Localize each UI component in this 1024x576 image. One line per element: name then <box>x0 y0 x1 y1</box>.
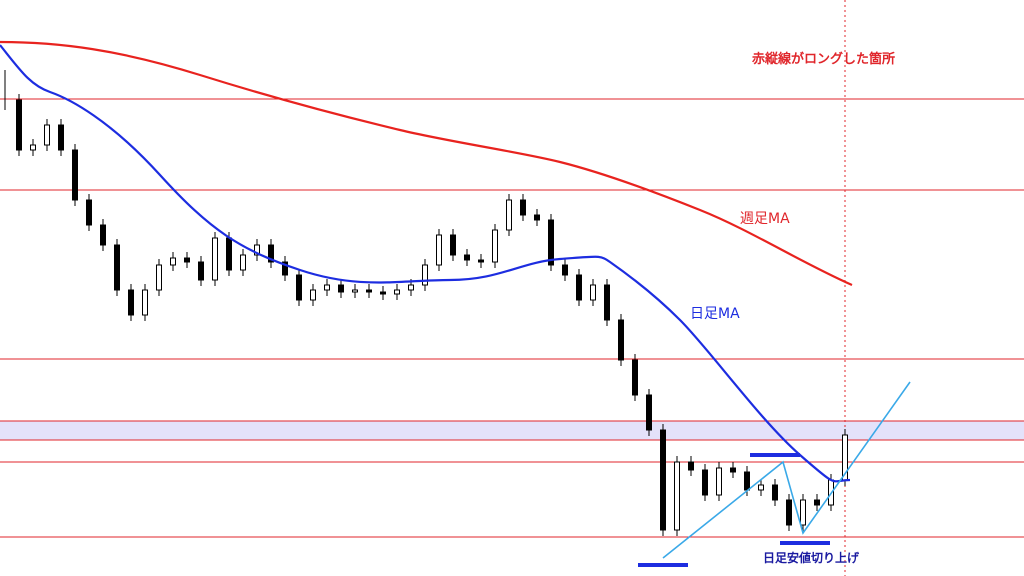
candle-body <box>492 229 498 263</box>
candle-body <box>72 149 78 201</box>
candle-body <box>674 461 680 531</box>
candle-body <box>156 264 162 291</box>
candle-body <box>142 289 148 316</box>
annotation: 日足安値切り上げ <box>763 550 860 565</box>
candle-body <box>618 319 624 361</box>
candle-body <box>394 289 400 295</box>
candle-body <box>660 429 666 531</box>
candle-body <box>534 214 540 221</box>
candle-body <box>352 289 358 293</box>
bullish-bodies <box>30 124 848 531</box>
candle-body <box>170 257 176 266</box>
candle-body <box>464 254 470 261</box>
candle-body <box>814 499 820 506</box>
candle-body <box>282 261 288 276</box>
candle-body <box>548 219 554 266</box>
candle-body <box>772 484 778 501</box>
candle-body <box>254 244 260 256</box>
candle-body <box>240 254 246 271</box>
candle-body <box>562 264 568 276</box>
trend-lines <box>662 381 911 559</box>
horizontal-lines <box>0 98 1024 538</box>
candles <box>4 70 848 536</box>
candle-body <box>44 124 50 146</box>
candle-body <box>744 471 750 491</box>
candle-body <box>86 199 92 226</box>
candle-body <box>604 284 610 321</box>
candle-body <box>366 289 372 293</box>
candle-body <box>100 224 106 246</box>
candle-body <box>380 291 386 295</box>
annotation: 日足MA <box>690 306 740 322</box>
candle-body <box>212 237 218 281</box>
candle-body <box>716 467 722 496</box>
candle-body <box>506 199 512 231</box>
candle-body <box>114 244 120 291</box>
candle-body <box>646 394 652 431</box>
candle-body <box>786 499 792 526</box>
candle-body <box>184 257 190 263</box>
candle-body <box>758 484 764 491</box>
weekly-ma-line <box>0 40 853 287</box>
candle-body <box>30 144 36 151</box>
candle-body <box>58 124 64 151</box>
candle-body <box>730 467 736 473</box>
candle-body <box>702 469 708 496</box>
candle-body <box>632 359 638 396</box>
annotation: 赤縦線がロングした箇所 <box>751 51 895 67</box>
bearish-bodies <box>16 99 820 531</box>
candle-body <box>520 199 526 216</box>
daily-ma-line <box>0 44 851 483</box>
candle-body <box>576 274 582 301</box>
candle-body <box>422 264 428 286</box>
zone-band <box>0 421 1024 440</box>
candle-body <box>324 284 330 291</box>
candle-body <box>478 259 484 263</box>
candle-body <box>310 289 316 301</box>
candle-body <box>268 244 274 263</box>
candle-body <box>688 461 694 471</box>
level-markers <box>638 453 830 567</box>
candle-body <box>128 289 134 316</box>
candle-body <box>800 499 806 526</box>
candle-body <box>198 261 204 281</box>
candle-body <box>338 284 344 293</box>
candle-body <box>436 234 442 266</box>
candle-body <box>590 284 596 301</box>
candle-body <box>408 284 414 291</box>
candle-body <box>296 274 302 301</box>
candle-body <box>450 234 456 256</box>
candle-body <box>16 99 22 151</box>
candle-body <box>226 237 232 271</box>
annotation: 週足MA <box>740 211 790 227</box>
